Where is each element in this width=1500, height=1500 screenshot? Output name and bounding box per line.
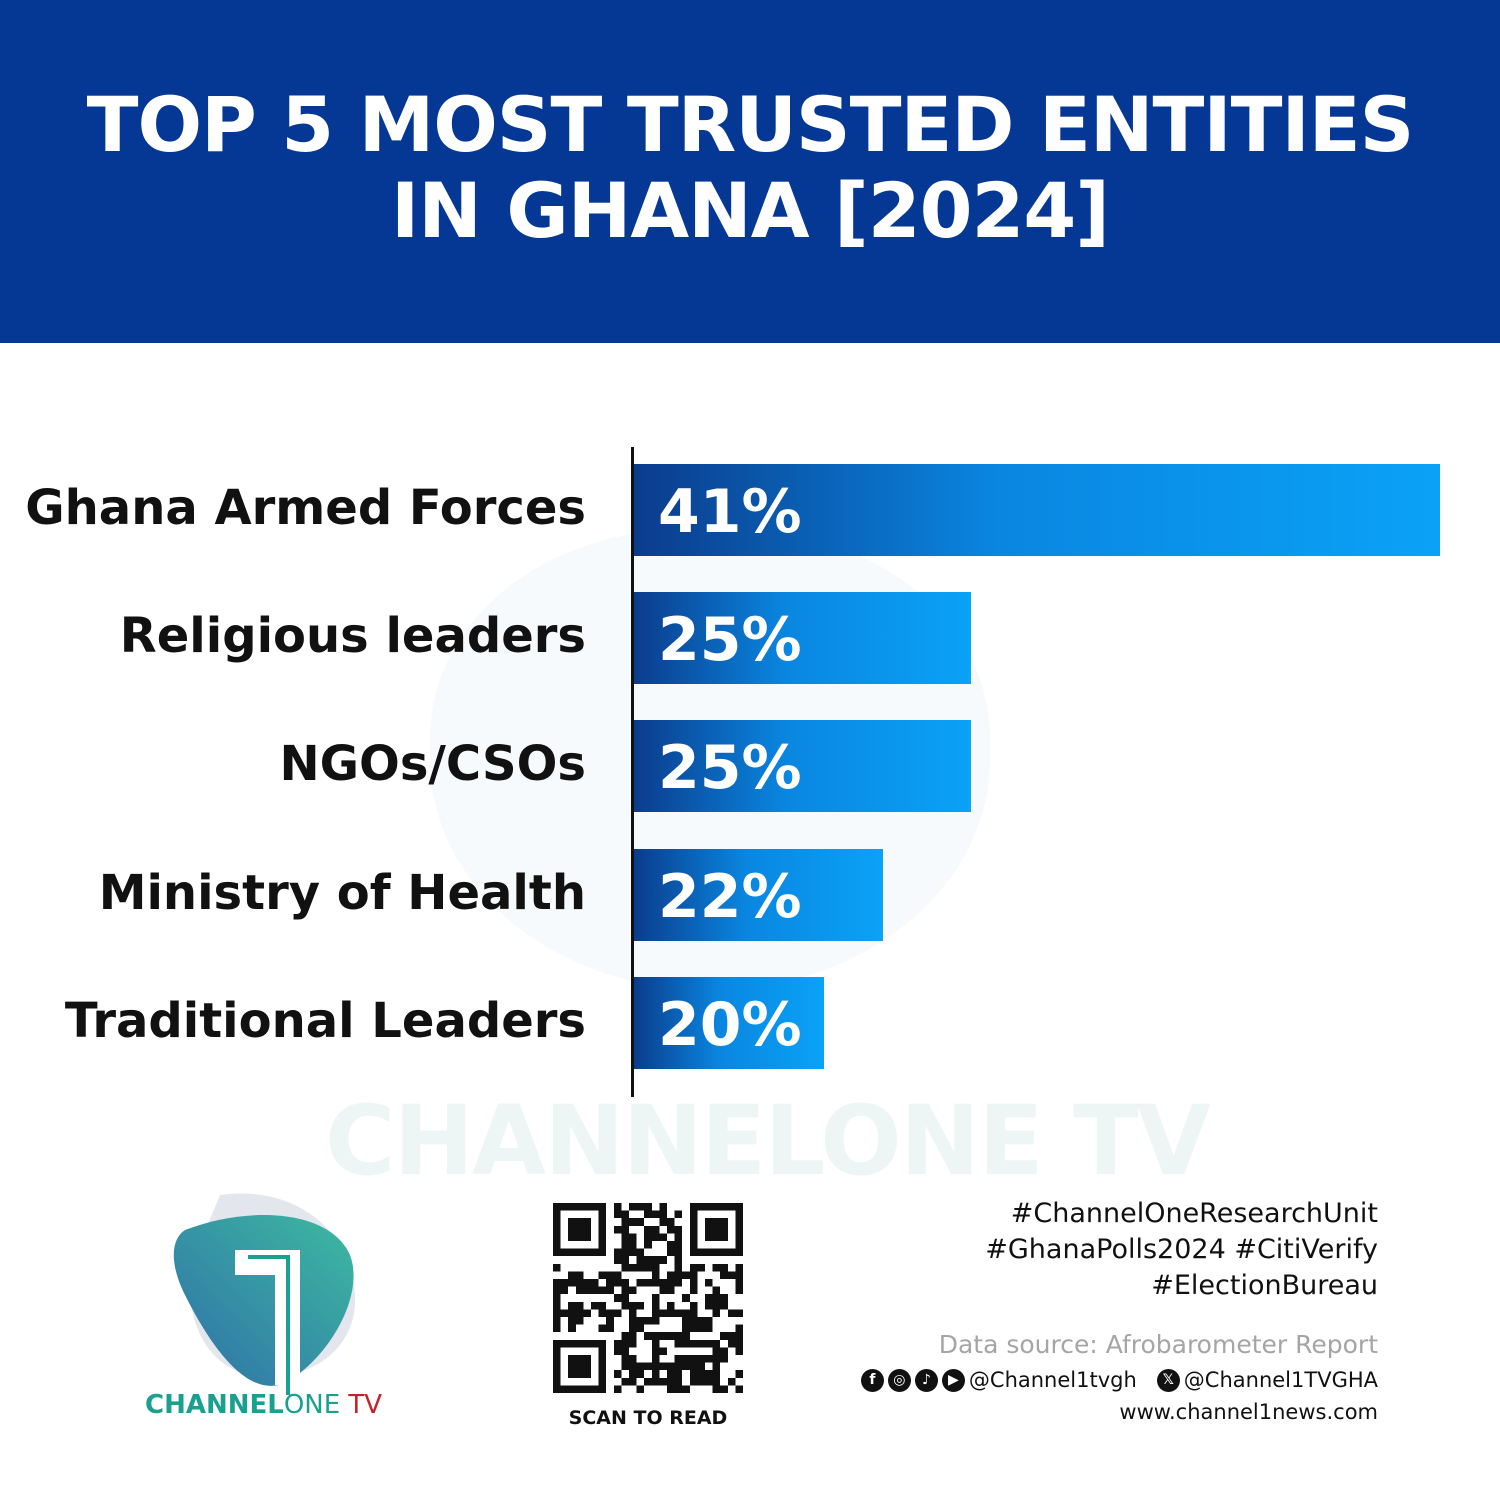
instagram-icon[interactable]: ◎	[887, 1368, 911, 1392]
tiktok-icon[interactable]: ♪	[914, 1368, 938, 1392]
y-axis-line	[631, 447, 634, 1097]
channelone-logo-icon	[173, 1193, 356, 1395]
category-label: NGOs/CSOs	[279, 736, 586, 792]
header-banner: TOP 5 MOST TRUSTED ENTITIES IN GHANA [20…	[0, 0, 1500, 343]
facebook-icon[interactable]: f	[860, 1368, 884, 1392]
data-label: 25%	[658, 733, 802, 803]
watermark-text: CHANNELONE TV	[325, 1085, 1211, 1197]
social-links: f ◎ ♪ ▶ @Channel1tvgh 𝕏 @Channel1TVGHA	[860, 1368, 1378, 1392]
hashtag-line: #GhanaPolls2024 #CitiVerify	[985, 1234, 1378, 1265]
qr-code[interactable]	[553, 1203, 743, 1393]
data-label: 20%	[658, 990, 802, 1060]
category-label: Ghana Armed Forces	[25, 480, 586, 536]
hashtag-line: #ChannelOneResearchUnit	[1010, 1198, 1378, 1229]
social-handle[interactable]: @Channel1tvgh	[968, 1368, 1137, 1392]
x-handle[interactable]: @Channel1TVGHA	[1183, 1368, 1378, 1392]
category-label: Religious leaders	[119, 608, 586, 664]
bar	[634, 592, 971, 684]
data-source: Data source: Afrobarometer Report	[938, 1330, 1378, 1359]
bar	[634, 464, 1440, 556]
page-title: TOP 5 MOST TRUSTED ENTITIES IN GHANA [20…	[86, 79, 1415, 255]
bar	[634, 977, 825, 1069]
bar	[634, 849, 884, 941]
category-label: Traditional Leaders	[64, 993, 586, 1049]
category-label: Ministry of Health	[98, 865, 586, 921]
youtube-icon[interactable]: ▶	[941, 1368, 965, 1392]
channelone-logo-text: CHANNELONE TV	[145, 1390, 383, 1420]
x-icon[interactable]: 𝕏	[1156, 1368, 1180, 1392]
website-link[interactable]: www.channel1news.com	[1119, 1400, 1378, 1424]
scan-caption: SCAN TO READ	[568, 1407, 728, 1429]
data-label: 25%	[658, 605, 802, 675]
hashtag-line: #ElectionBureau	[1151, 1270, 1378, 1301]
data-label: 22%	[658, 862, 802, 932]
bar	[634, 720, 971, 812]
hashtags: #ChannelOneResearchUnit #GhanaPolls2024 …	[985, 1196, 1378, 1304]
data-label: 41%	[658, 477, 802, 547]
